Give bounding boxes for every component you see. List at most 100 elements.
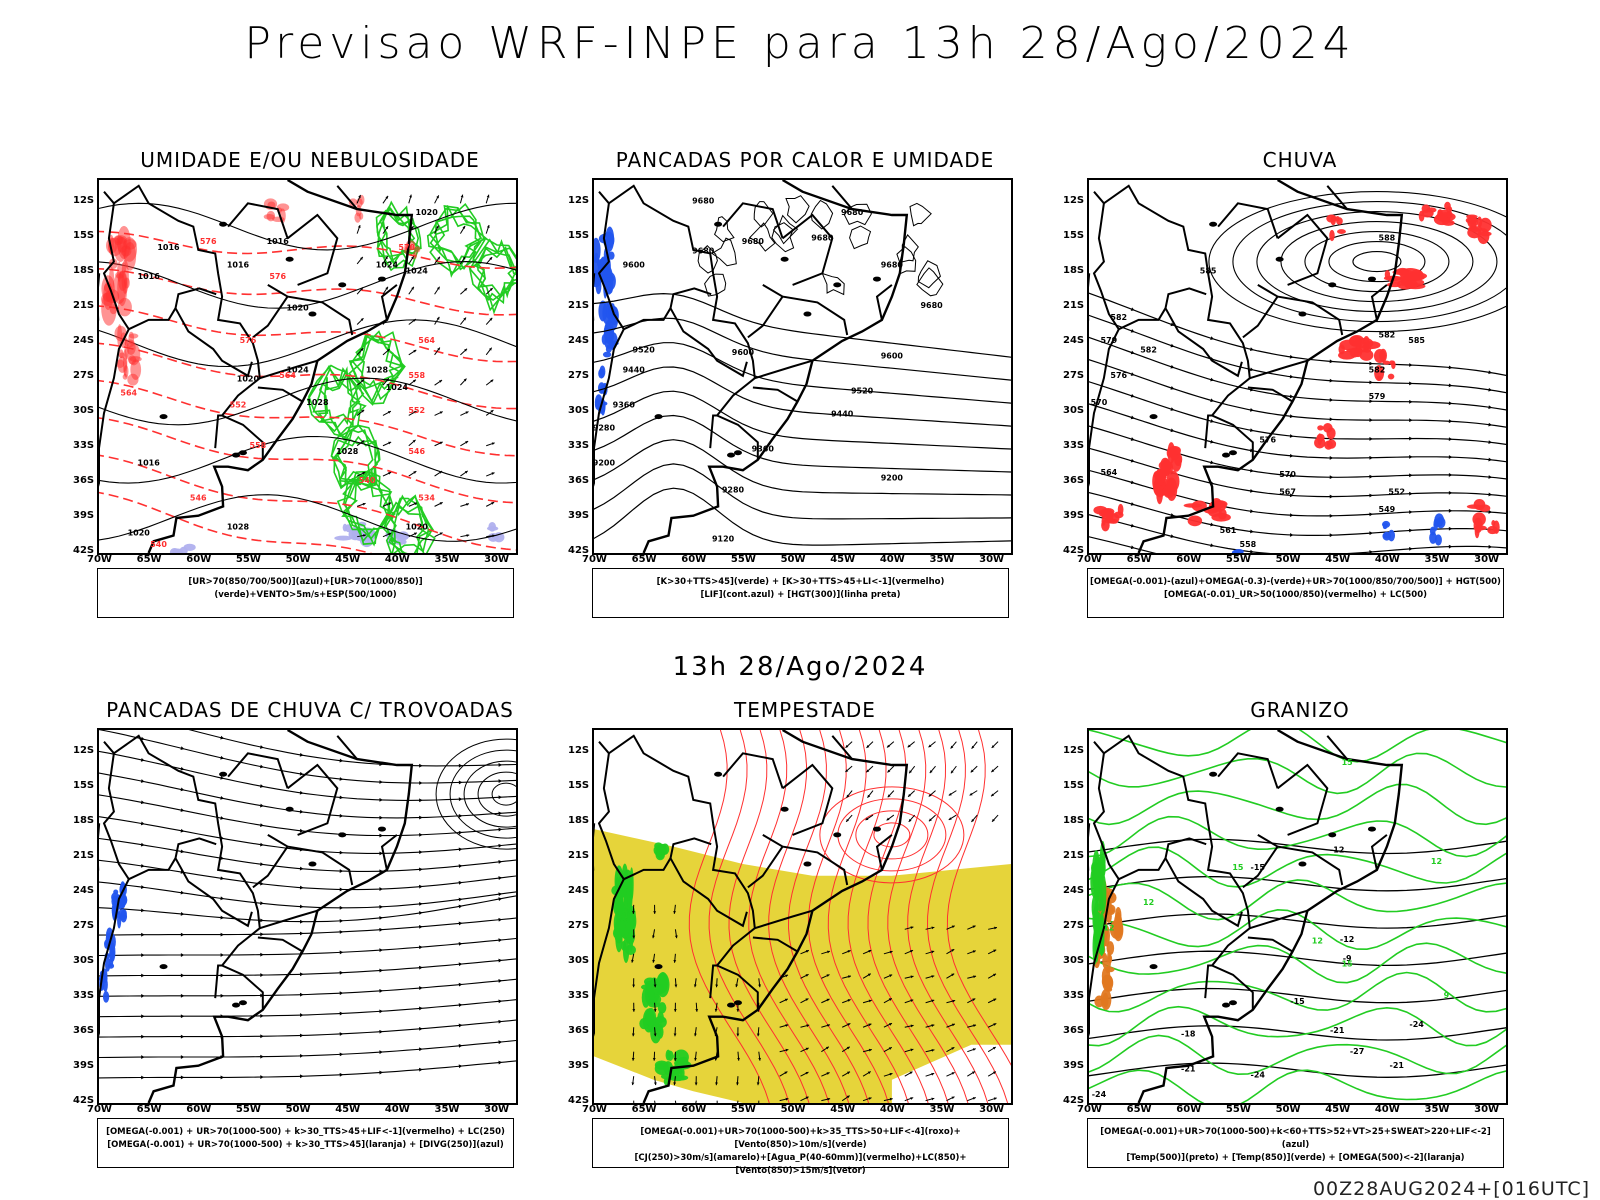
- arrowhead: [1250, 468, 1254, 473]
- vector-head: [827, 950, 830, 954]
- vector-head: [673, 1058, 677, 1061]
- shade-blob: [594, 237, 601, 263]
- main-title: Previsao WRF-INPE para 13h 28/Ago/2024: [244, 18, 1356, 69]
- arrowhead: [180, 828, 185, 833]
- arrowhead: [498, 892, 503, 897]
- arrowhead: [379, 916, 383, 920]
- contour-label: 1020: [406, 523, 429, 532]
- shade-blob: [626, 878, 633, 914]
- lon-label: 60W: [186, 1104, 212, 1115]
- lon-label: 40W: [384, 554, 410, 565]
- lon-label: 45W: [1325, 1104, 1351, 1115]
- arrowhead: [339, 1072, 344, 1077]
- country-border: [781, 213, 834, 286]
- lon-label: 65W: [1126, 554, 1152, 565]
- vector-head: [931, 1024, 935, 1027]
- humidity-contour: [355, 330, 401, 401]
- arrowhead: [458, 780, 463, 785]
- arrowhead: [1130, 502, 1135, 506]
- contour-label: 564: [279, 371, 296, 380]
- streamline: [99, 1019, 516, 1038]
- arrowhead: [339, 970, 344, 975]
- vector-head: [845, 744, 849, 748]
- streamline: [807, 730, 889, 1103]
- arrowhead: [220, 1075, 225, 1080]
- arrowhead: [1329, 359, 1334, 364]
- arrowhead: [1409, 473, 1413, 478]
- lat-label: 36S: [568, 1025, 590, 1037]
- shade-blob: [621, 940, 627, 951]
- vector-head: [993, 998, 997, 1002]
- lon-label: 65W: [136, 1104, 162, 1115]
- lat-label: 39S: [1063, 1060, 1085, 1072]
- vector-head: [758, 984, 761, 988]
- vector-head: [360, 256, 363, 260]
- arrowhead: [1488, 370, 1493, 375]
- shade-blob: [1337, 229, 1346, 234]
- shade-blob: [109, 304, 118, 315]
- geography: [1089, 730, 1404, 1103]
- vector-shaft: [654, 1100, 656, 1103]
- contour-label: 1020: [286, 304, 309, 313]
- lake: [1298, 861, 1307, 867]
- contour-label: 1016: [267, 237, 290, 246]
- thickness-line: [99, 491, 373, 553]
- lon-label: 70W: [1077, 554, 1102, 565]
- vector-head: [931, 1072, 935, 1076]
- contour-label: 1016: [227, 260, 250, 269]
- shade-blob: [1435, 212, 1456, 222]
- lake: [1149, 414, 1158, 420]
- vector-head: [360, 287, 363, 291]
- vector-head: [385, 195, 389, 199]
- arrowhead: [379, 815, 383, 820]
- arrowhead: [1329, 455, 1334, 460]
- lon-label: 60W: [1176, 554, 1202, 565]
- lake: [654, 414, 663, 420]
- lon-label: 35W: [434, 1104, 460, 1115]
- shade-blob: [124, 339, 135, 348]
- hgt-line: [1089, 403, 1506, 463]
- lon-label: 45W: [335, 554, 361, 565]
- contour-label: 534: [418, 494, 435, 503]
- contour-label: 552: [408, 406, 425, 415]
- lat-label: 42S: [568, 545, 590, 556]
- humidity-contour: [380, 494, 435, 553]
- lon-label: 40W: [384, 1104, 410, 1115]
- lat-label: 24S: [1063, 335, 1085, 347]
- footer-timestamp: 00Z28AUG2024+[016UTC]: [1312, 1178, 1590, 1200]
- contour-label: 558: [408, 371, 425, 380]
- lat-label: 21S: [73, 850, 95, 862]
- vector-head: [436, 225, 439, 229]
- shade-blob: [1389, 360, 1395, 365]
- hgt-line: [1089, 491, 1506, 536]
- lon-label: 50W: [285, 554, 311, 565]
- wind-vectors: [631, 904, 998, 1103]
- arrowhead: [339, 777, 344, 781]
- arrowhead: [1488, 422, 1493, 427]
- contour-label: 1016: [157, 243, 180, 252]
- arrowhead: [458, 864, 463, 868]
- vector-head: [388, 441, 392, 445]
- vector-head: [969, 792, 973, 796]
- lon-label: 60W: [1176, 1104, 1202, 1115]
- arrowhead: [339, 758, 344, 763]
- shade-blob: [342, 523, 348, 532]
- shade-blob: [625, 944, 636, 955]
- vector-head: [951, 949, 955, 952]
- vector-head: [971, 1071, 975, 1075]
- vector-head: [785, 1024, 789, 1027]
- contour-label: 540: [359, 476, 376, 485]
- contour-label: -18: [1181, 1030, 1196, 1039]
- red-ring: [855, 810, 929, 860]
- legend-line: [OMEGA(-0.01)_UR>50(1000/850)(vermelho) …: [1163, 590, 1428, 600]
- vector-head: [846, 1095, 850, 1099]
- blue-humidity: [169, 521, 505, 553]
- lake: [833, 832, 842, 838]
- country-border: [380, 834, 398, 871]
- map-svg: -12 -15 -9 -12 -15 -18 -21 -24 -21 -24 -27 -24 -21 15…: [1089, 730, 1506, 1103]
- lat-label: 12S: [1063, 195, 1085, 207]
- arrowhead: [1130, 350, 1135, 355]
- arrowhead: [180, 1034, 185, 1039]
- high-ring: [435, 738, 516, 850]
- vector-head: [868, 949, 872, 953]
